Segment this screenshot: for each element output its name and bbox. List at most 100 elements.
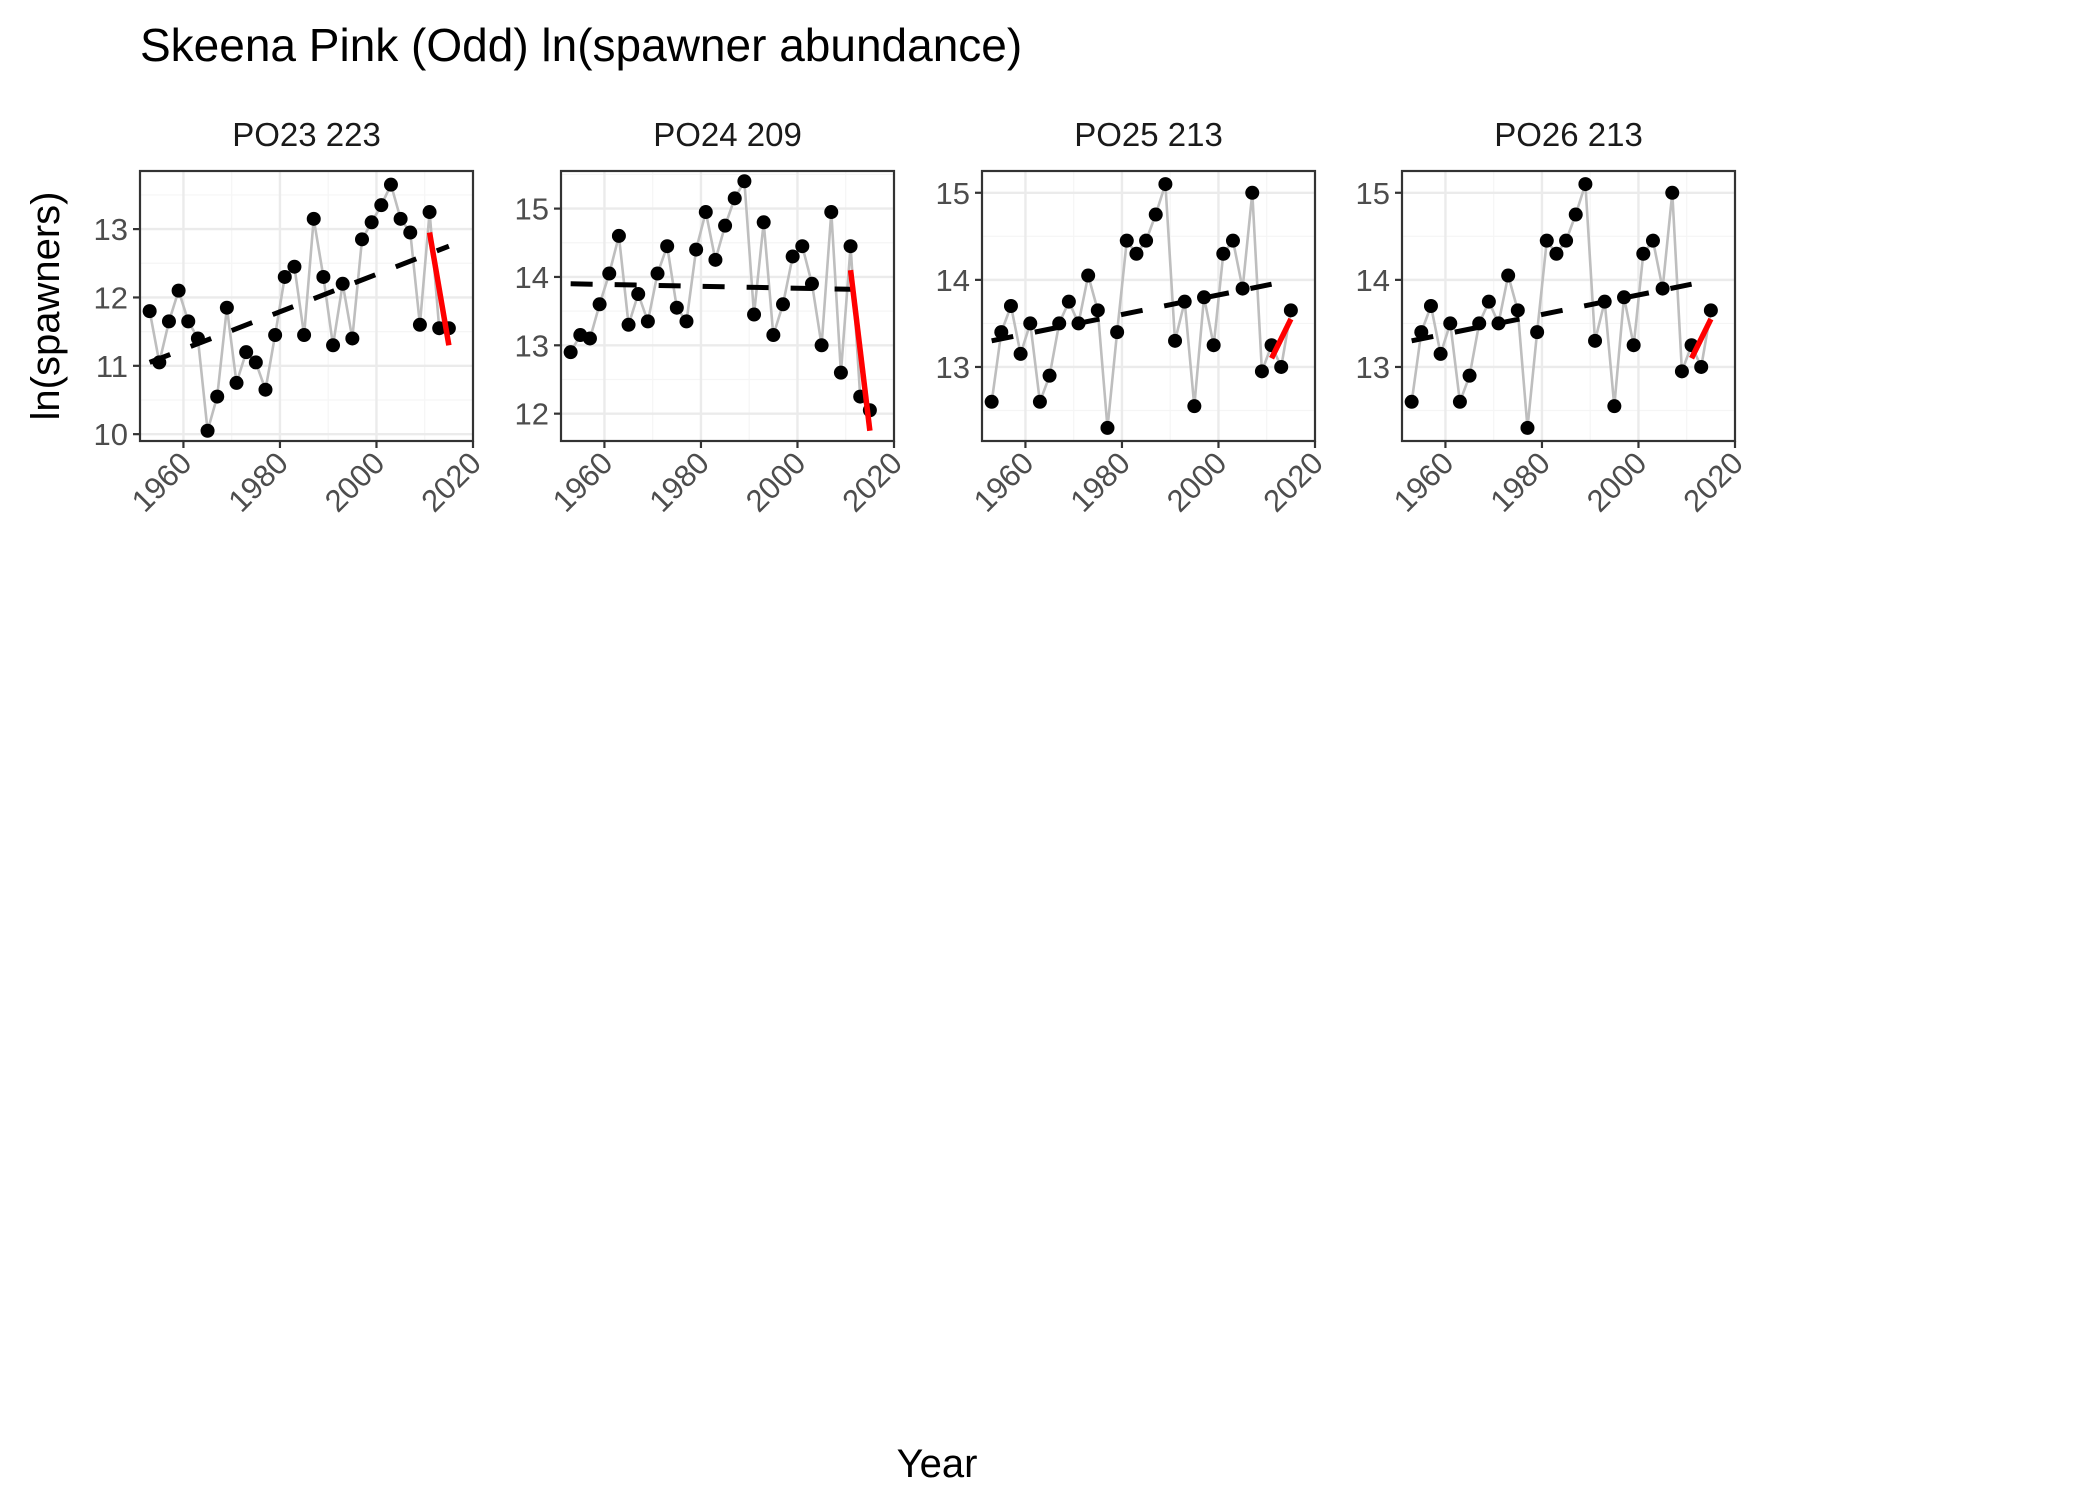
- y-tick-label: 14: [1356, 263, 1390, 298]
- data-point: [563, 345, 578, 360]
- data-point: [679, 314, 694, 329]
- data-point: [316, 269, 331, 284]
- data-point: [287, 259, 302, 274]
- data-point: [1052, 316, 1067, 331]
- data-point: [1206, 338, 1221, 353]
- facet-panel-1: PO23 223 10 11 12 13 1960 1980 2000 2020: [94, 116, 488, 519]
- data-point: [814, 338, 829, 353]
- data-point: [689, 242, 704, 257]
- data-point: [161, 314, 176, 329]
- x-tick-label: 1960: [125, 445, 199, 519]
- panel-border: [980, 169, 1317, 443]
- data-point: [1254, 364, 1269, 379]
- data-point: [737, 174, 752, 189]
- data-point: [1071, 316, 1086, 331]
- data-point: [984, 394, 999, 409]
- data-point: [248, 355, 263, 370]
- recent-trend-line: [1689, 317, 1714, 360]
- data-point: [190, 331, 205, 346]
- data-point: [1148, 207, 1163, 222]
- data-point: [708, 252, 723, 267]
- data-point: [1423, 299, 1438, 313]
- data-point: [1032, 394, 1047, 409]
- panel-border: [138, 169, 475, 443]
- data-point: [219, 300, 234, 315]
- data-point: [669, 300, 684, 315]
- data-point: [1197, 290, 1211, 305]
- recent-trend-line: [847, 269, 873, 432]
- data-point: [1216, 246, 1231, 261]
- x-tick-label: 1960: [967, 445, 1041, 519]
- data-point: [1501, 268, 1516, 283]
- x-axis-label: Year: [897, 1442, 978, 1486]
- data-point: [1674, 364, 1689, 379]
- data-point: [611, 228, 626, 243]
- data-point: [824, 205, 839, 220]
- y-tick-label: 13: [1356, 350, 1390, 385]
- data-point: [650, 266, 665, 281]
- data-point: [1013, 346, 1028, 361]
- data-point: [1549, 246, 1564, 261]
- trend-line: [570, 281, 851, 292]
- data-point: [1023, 316, 1038, 331]
- data-point: [422, 205, 437, 220]
- data-point: [833, 365, 848, 380]
- data-point: [1530, 325, 1545, 340]
- data-point: [306, 211, 321, 226]
- data-point: [1187, 399, 1202, 414]
- data-point: [1617, 290, 1631, 305]
- data-point: [1703, 303, 1718, 318]
- data-point: [1597, 294, 1612, 309]
- data-point: [1235, 281, 1250, 296]
- y-tick-label: 13: [515, 328, 549, 363]
- data-point: [1694, 359, 1709, 374]
- data-point: [994, 325, 1009, 340]
- data-point: [631, 287, 646, 302]
- x-tick-label: 2000: [1160, 445, 1234, 519]
- data-point: [1481, 294, 1496, 309]
- data-point: [345, 331, 360, 346]
- data-point: [1539, 233, 1554, 248]
- panel-border: [1400, 169, 1737, 443]
- data-point: [1110, 325, 1125, 340]
- data-point: [355, 232, 369, 247]
- data-point: [1491, 316, 1506, 331]
- y-tick-label: 13: [936, 350, 970, 385]
- data-point: [747, 307, 762, 322]
- x-tick-label: 1960: [546, 445, 620, 519]
- data-point: [1100, 420, 1115, 435]
- data-point: [1042, 368, 1057, 383]
- recent-trend-line: [1269, 317, 1294, 360]
- data-point: [229, 375, 244, 390]
- y-tick-label: 12: [94, 280, 128, 315]
- data-point: [1139, 233, 1154, 248]
- data-point: [1452, 394, 1467, 409]
- facet-label: PO24 209: [653, 116, 802, 153]
- x-tick-label: 2020: [1676, 445, 1750, 519]
- data-point: [582, 331, 597, 346]
- data-point: [152, 355, 167, 370]
- x-tick-label: 2000: [739, 445, 813, 519]
- data-point: [1090, 303, 1105, 318]
- data-point: [1168, 333, 1183, 348]
- data-point: [1588, 333, 1603, 348]
- data-point: [776, 297, 790, 312]
- data-point: [756, 215, 771, 230]
- data-point: [239, 345, 254, 360]
- data-point: [602, 266, 617, 281]
- panel-background: [561, 171, 894, 441]
- y-tick-label: 14: [936, 263, 970, 298]
- data-point: [277, 269, 292, 284]
- y-tick-label: 15: [515, 192, 549, 227]
- y-tick-label: 15: [1356, 176, 1390, 211]
- data-point: [1443, 316, 1458, 331]
- data-point: [1645, 233, 1660, 248]
- data-point: [1655, 281, 1670, 296]
- chart-title: Skeena Pink (Odd) ln(spawner abundance): [140, 19, 1022, 71]
- data-point: [1158, 177, 1173, 192]
- y-tick-label: 15: [936, 176, 970, 211]
- data-point: [843, 239, 858, 254]
- data-point: [210, 389, 225, 404]
